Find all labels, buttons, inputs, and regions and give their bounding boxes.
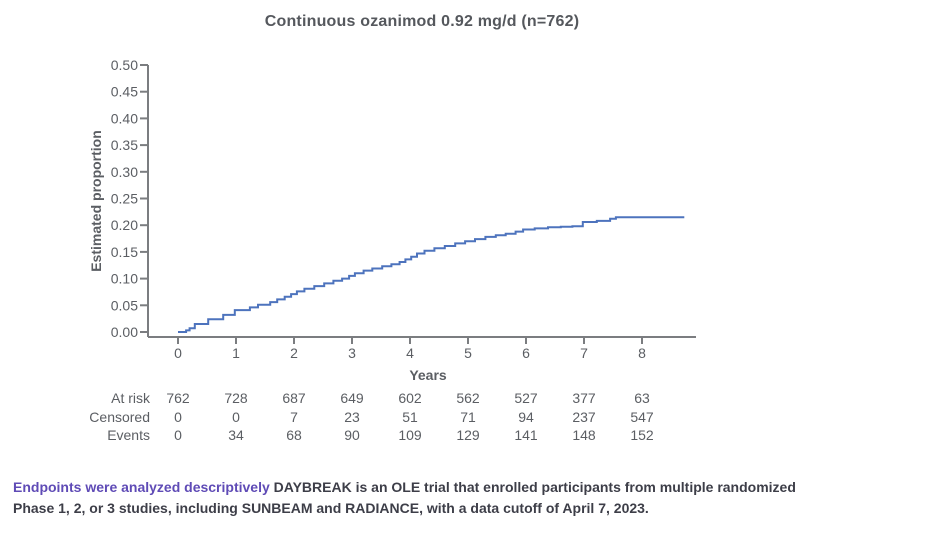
y-tick-label: 0.45 bbox=[111, 84, 138, 100]
y-tick-label: 0.10 bbox=[111, 271, 138, 287]
x-tick-label: 5 bbox=[464, 345, 472, 361]
risk-row-label: Censored bbox=[89, 409, 150, 425]
x-axis-title: Years bbox=[409, 367, 447, 383]
y-tick-label: 0.50 bbox=[111, 57, 138, 73]
risk-value: 602 bbox=[398, 390, 422, 406]
y-axis-title: Estimated proportion bbox=[88, 130, 104, 272]
x-tick-label: 2 bbox=[290, 345, 298, 361]
risk-value: 68 bbox=[286, 427, 302, 443]
footnote-highlight: Endpoints were analyzed descriptively bbox=[13, 479, 270, 495]
y-tick-label: 0.15 bbox=[111, 244, 138, 260]
risk-value: 0 bbox=[174, 427, 182, 443]
y-tick-label: 0.00 bbox=[111, 324, 138, 340]
risk-value: 762 bbox=[166, 390, 190, 406]
risk-value: 7 bbox=[290, 409, 298, 425]
x-tick-label: 8 bbox=[638, 345, 646, 361]
risk-value: 51 bbox=[402, 409, 418, 425]
risk-value: 547 bbox=[630, 409, 654, 425]
risk-value: 649 bbox=[340, 390, 364, 406]
risk-value: 0 bbox=[174, 409, 182, 425]
y-tick-label: 0.05 bbox=[111, 297, 138, 313]
chart-title: Continuous ozanimod 0.92 mg/d (n=762) bbox=[264, 13, 580, 30]
risk-value: 152 bbox=[630, 427, 654, 443]
risk-value: 562 bbox=[456, 390, 480, 406]
risk-value: 90 bbox=[344, 427, 360, 443]
risk-value: 109 bbox=[398, 427, 422, 443]
km-curve bbox=[178, 216, 685, 333]
y-tick-label: 0.25 bbox=[111, 191, 138, 207]
risk-value: 377 bbox=[572, 390, 596, 406]
risk-value: 141 bbox=[514, 427, 538, 443]
x-tick-label: 1 bbox=[232, 345, 240, 361]
y-tick-label: 0.40 bbox=[111, 110, 138, 126]
x-tick-label: 4 bbox=[406, 345, 414, 361]
x-tick-label: 3 bbox=[348, 345, 356, 361]
risk-value: 237 bbox=[572, 409, 596, 425]
risk-row-label: At risk bbox=[111, 390, 151, 406]
risk-value: 94 bbox=[518, 409, 534, 425]
x-tick-label: 7 bbox=[580, 345, 588, 361]
footnote: Endpoints were analyzed descriptively DA… bbox=[13, 477, 831, 519]
risk-value: 728 bbox=[224, 390, 248, 406]
y-tick-label: 0.35 bbox=[111, 137, 138, 153]
risk-row-label: Events bbox=[107, 427, 150, 443]
risk-value: 0 bbox=[232, 409, 240, 425]
km-plot: 0.00 0.05 0.10 0.15 0.20 0.25 0.30 0.35 0.40 0.45… bbox=[88, 57, 696, 443]
y-tick-label: 0.20 bbox=[111, 217, 138, 233]
x-tick-label: 0 bbox=[174, 345, 182, 361]
risk-value: 148 bbox=[572, 427, 596, 443]
risk-value: 527 bbox=[514, 390, 538, 406]
risk-value: 63 bbox=[634, 390, 650, 406]
y-tick-label: 0.30 bbox=[111, 164, 138, 180]
risk-value: 129 bbox=[456, 427, 480, 443]
risk-value: 23 bbox=[344, 409, 360, 425]
risk-value: 687 bbox=[282, 390, 306, 406]
x-tick-label: 6 bbox=[522, 345, 530, 361]
risk-value: 71 bbox=[460, 409, 476, 425]
risk-value: 34 bbox=[228, 427, 244, 443]
footnote-text: DAYBREAK is an OLE trial that enrolled p… bbox=[13, 479, 796, 516]
